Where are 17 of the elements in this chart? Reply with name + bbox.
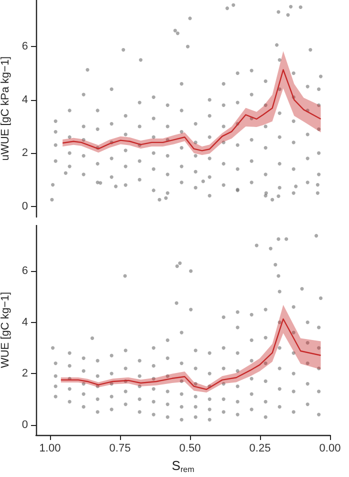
- line-series: [62, 69, 322, 152]
- x-tick-label: 0.50: [179, 442, 201, 454]
- y-tick-label: 4: [22, 316, 28, 328]
- y-tick-label: 6: [22, 265, 28, 278]
- y-axis-title: uWUE [gC kPa kg−1]: [0, 56, 12, 161]
- y-tick-label: 4: [22, 94, 28, 106]
- y-axis-title: WUE [gC kg−1]: [0, 292, 12, 368]
- y-tick-label: 0: [22, 200, 28, 212]
- x-tick-label: 1.00: [39, 442, 61, 454]
- y-tick-label: 6: [22, 40, 28, 53]
- y-tick-label: 0: [22, 418, 28, 431]
- x-tick-label: 0.00: [319, 442, 341, 454]
- x-tick-label: 0.25: [249, 442, 271, 454]
- y-tick-label: 2: [22, 147, 28, 160]
- y-tick-label: 2: [22, 368, 28, 380]
- line-series: [60, 318, 322, 390]
- x-tick-label: 0.75: [109, 442, 131, 454]
